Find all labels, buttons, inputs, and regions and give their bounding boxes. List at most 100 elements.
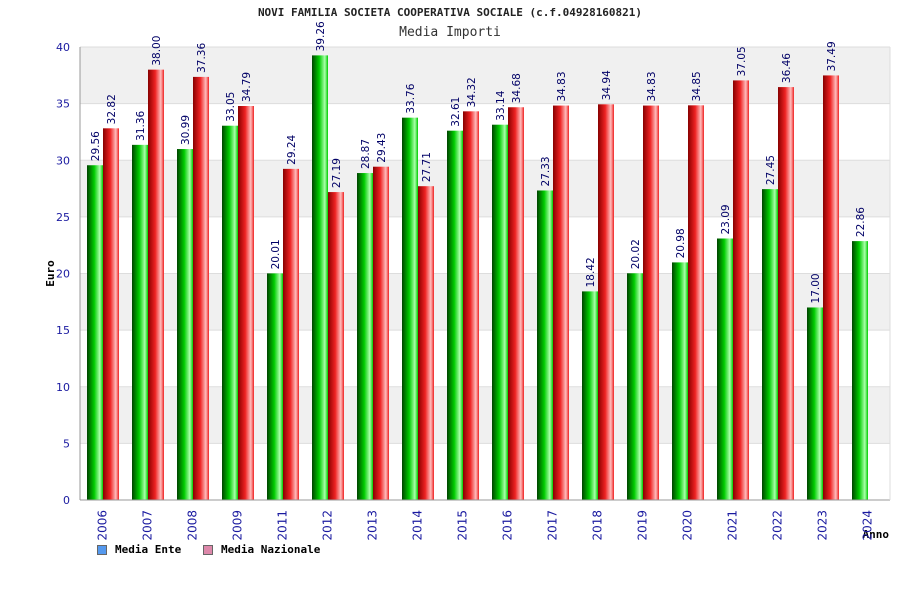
- y-tick-label: 30: [56, 154, 70, 167]
- bar-media-ente-2012: [312, 55, 328, 501]
- bar-media-ente-2022: [762, 189, 778, 500]
- bar-media-ente-2015: [447, 130, 463, 500]
- data-label: 29.43: [376, 133, 388, 163]
- data-label: 18.42: [585, 257, 597, 287]
- x-tick-label: 2016: [501, 510, 515, 541]
- bar-media-ente-2024: [852, 241, 868, 500]
- plot-band: [80, 386, 890, 444]
- data-label: 33.76: [405, 83, 417, 113]
- data-label: 30.99: [180, 115, 192, 145]
- data-label: 34.83: [556, 71, 568, 101]
- y-axis-title: Euro: [44, 260, 57, 287]
- bar-media-nazionale-2008: [193, 76, 209, 500]
- legend-label-media-ente: Media Ente: [115, 543, 182, 556]
- data-label: 29.24: [286, 134, 298, 164]
- bar-media-ente-2020: [672, 262, 688, 500]
- data-label: 39.26: [315, 21, 327, 51]
- y-tick-label: 5: [63, 437, 70, 450]
- legend-swatch-media-nazionale: [203, 544, 213, 555]
- x-tick-label: 2009: [231, 510, 245, 541]
- data-label: 36.46: [781, 53, 793, 83]
- bar-media-nazionale-2018: [598, 104, 614, 500]
- data-label: 27.71: [421, 152, 433, 182]
- data-label: 17.00: [810, 273, 822, 303]
- x-tick-label: 2015: [456, 510, 470, 541]
- bar-media-nazionale-2021: [733, 80, 749, 500]
- bar-media-ente-2008: [177, 149, 193, 500]
- chart-subtitle: Media Importi: [399, 25, 501, 40]
- legend-label-media-nazionale: Media Nazionale: [221, 543, 321, 556]
- data-label: 27.33: [540, 156, 552, 186]
- data-label: 34.79: [241, 72, 253, 102]
- bar-media-nazionale-2007: [148, 69, 164, 501]
- legend-item-media-ente: Media Ente: [97, 543, 181, 556]
- data-label: 27.19: [331, 158, 343, 188]
- bar-media-nazionale-2020: [688, 105, 704, 500]
- y-tick-label: 25: [56, 211, 70, 224]
- y-tick-label: 0: [63, 494, 70, 507]
- data-label: 29.56: [90, 131, 102, 161]
- x-tick-label: 2022: [771, 510, 785, 541]
- x-tick-label: 2008: [186, 510, 200, 541]
- x-axis-title: Anno: [863, 528, 890, 541]
- bar-media-nazionale-2006: [103, 128, 119, 500]
- bar-media-ente-2007: [132, 144, 148, 500]
- x-tick-label: 2019: [636, 510, 650, 541]
- y-tick-label: 15: [56, 324, 70, 337]
- data-label: 34.32: [466, 77, 478, 107]
- legend-swatch-media-ente: [97, 544, 107, 555]
- bar-media-nazionale-2017: [553, 105, 569, 501]
- data-label: 33.05: [225, 92, 237, 122]
- bar-media-ente-2019: [627, 273, 643, 500]
- x-tick-label: 2013: [366, 510, 380, 541]
- data-label: 22.86: [855, 207, 867, 237]
- bar-media-ente-2011: [267, 273, 283, 500]
- x-tick-label: 2021: [726, 510, 740, 541]
- bar-media-nazionale-2019: [643, 105, 659, 501]
- data-label: 38.00: [151, 36, 163, 66]
- y-tick-label: 20: [56, 268, 70, 281]
- bar-media-ente-2021: [717, 238, 733, 501]
- data-label: 34.94: [601, 70, 613, 100]
- x-tick-label: 2007: [141, 510, 155, 541]
- bar-media-nazionale-2009: [238, 106, 254, 501]
- bar-media-nazionale-2022: [778, 87, 794, 500]
- bar-media-ente-2013: [357, 173, 373, 501]
- y-tick-label: 40: [56, 41, 70, 54]
- x-tick-label: 2006: [96, 510, 110, 541]
- bar-media-ente-2014: [402, 117, 418, 500]
- data-label: 37.36: [196, 43, 208, 73]
- bar-media-nazionale-2014: [418, 186, 434, 500]
- data-label: 23.09: [720, 204, 732, 234]
- data-label: 27.45: [765, 155, 777, 185]
- bar-media-ente-2009: [222, 125, 238, 501]
- data-label: 34.83: [646, 71, 658, 101]
- data-label: 20.98: [675, 228, 687, 258]
- bar-media-ente-2016: [492, 124, 508, 500]
- x-tick-label: 2014: [411, 510, 425, 541]
- bar-media-nazionale-2011: [283, 168, 299, 500]
- x-tick-label: 2020: [681, 510, 695, 541]
- legend-item-media-nazionale: Media Nazionale: [203, 543, 320, 556]
- plot-band: [80, 273, 890, 331]
- data-label: 28.87: [360, 139, 372, 169]
- bar-media-ente-2017: [537, 190, 553, 501]
- x-tick-label: 2017: [546, 510, 560, 541]
- bar-media-nazionale-2013: [373, 166, 389, 500]
- data-label: 32.61: [450, 97, 462, 127]
- chart-title: NOVI FAMILIA SOCIETA COOPERATIVA SOCIALE…: [257, 6, 643, 19]
- y-tick-label: 10: [56, 381, 70, 394]
- data-label: 32.82: [106, 94, 118, 124]
- x-tick-label: 2012: [321, 510, 335, 541]
- bar-media-ente-2006: [87, 165, 103, 500]
- data-label: 20.02: [630, 239, 642, 269]
- plot-band: [80, 47, 890, 104]
- y-tick-label: 35: [56, 98, 70, 111]
- x-tick-label: 2011: [276, 510, 290, 541]
- data-label: 34.68: [511, 73, 523, 103]
- data-label: 33.14: [495, 90, 507, 120]
- bar-media-nazionale-2023: [823, 75, 839, 500]
- data-label: 37.49: [826, 41, 838, 71]
- bar-media-ente-2023: [807, 307, 823, 500]
